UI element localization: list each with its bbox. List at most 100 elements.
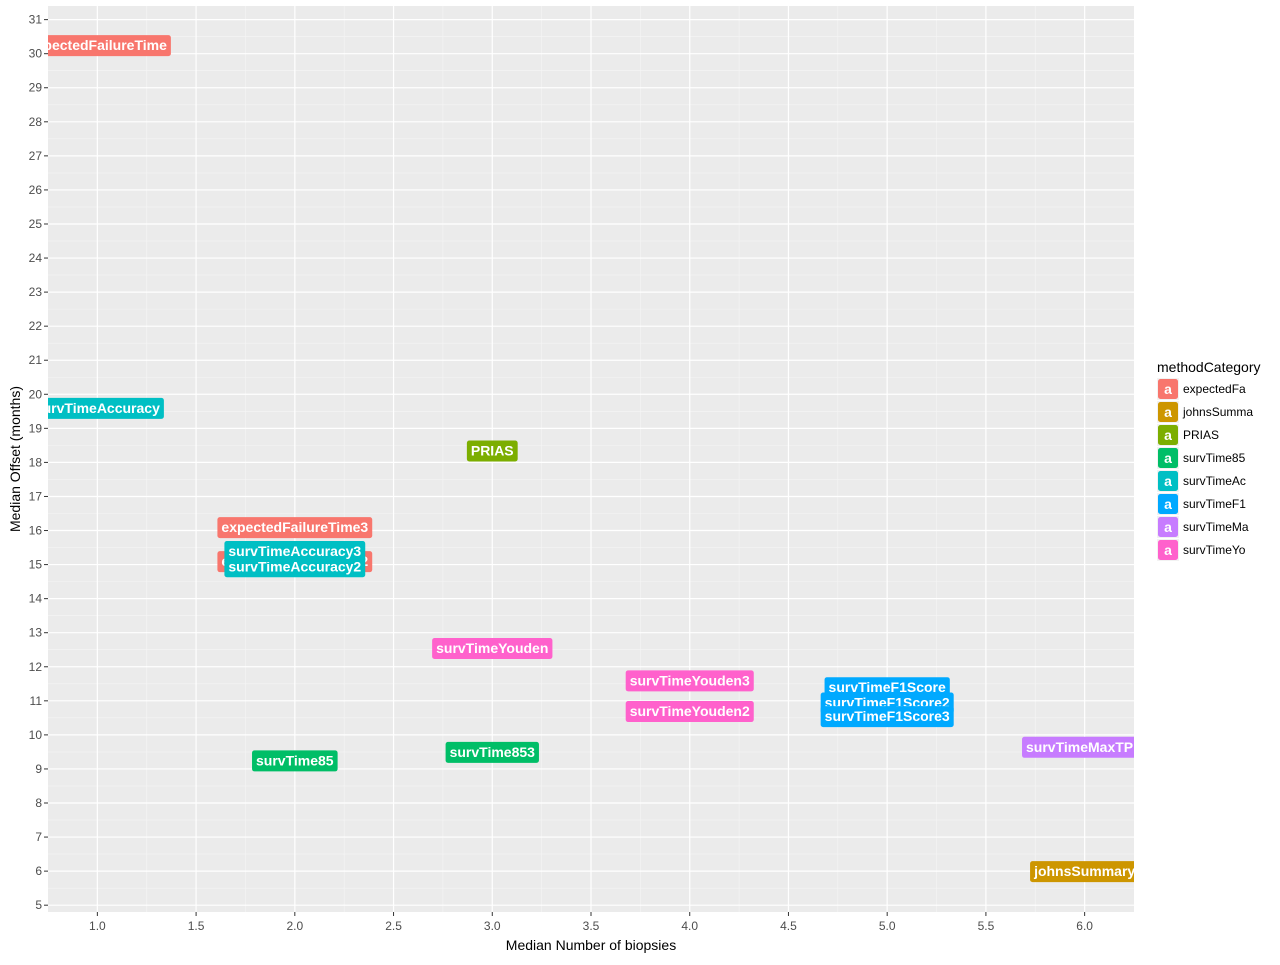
y-tick-label: 22 [29, 319, 43, 333]
y-tick-label: 18 [29, 455, 43, 469]
point-label-background [625, 670, 754, 692]
legend-key-glyph: a [1164, 427, 1172, 443]
point-label-text: survTimeYouden [436, 640, 548, 656]
legend-item: a survTimeMa [1157, 516, 1249, 538]
x-tick-label: 5.5 [978, 919, 995, 933]
y-tick-label: 16 [29, 524, 43, 538]
y-tick-label: 10 [29, 728, 43, 742]
legend-item: a PRIAS [1157, 424, 1219, 446]
x-tick-label: 4.5 [780, 919, 797, 933]
legend-item: a survTimeAc [1157, 470, 1246, 492]
point-label-background [48, 35, 171, 57]
y-tick-label: 29 [29, 81, 43, 95]
x-tick-label: 4.0 [681, 919, 698, 933]
y-tick-label: 23 [29, 285, 43, 299]
legend-key-glyph: a [1164, 519, 1172, 535]
legend-item-label: johnsSumma [1182, 405, 1253, 419]
point-label-background [445, 741, 539, 763]
point-label-box: survTimeYouden3 [625, 670, 754, 692]
y-tick-label: 14 [29, 592, 43, 606]
point-label-text: survTimeAccuracy2 [228, 558, 361, 574]
point-label-box: survTimeYouden2 [625, 701, 754, 723]
y-tick-label: 21 [29, 353, 43, 367]
legend: methodCategory a expectedFa a johnsSumma a PR… [1157, 359, 1261, 561]
legend-key-swatch [1158, 494, 1178, 514]
legend-item-label: survTimeMa [1183, 520, 1249, 534]
legend-key-swatch [1158, 540, 1178, 560]
point-label-box: PRIAS [466, 440, 518, 462]
legend-key-swatch [1158, 425, 1178, 445]
point-label-box: expectedFailureTime3 [217, 517, 373, 539]
legend-item-label: survTime85 [1183, 451, 1246, 465]
legend-key-swatch [1158, 402, 1178, 422]
y-tick-label: 15 [29, 558, 43, 572]
point-label-box: expectedFailureTime [28, 35, 171, 57]
y-tick-label: 28 [29, 115, 43, 129]
legend-item: a johnsSumma [1157, 401, 1253, 423]
y-tick-label: 17 [29, 489, 43, 503]
point-label-background [224, 540, 366, 562]
legend-item-label: survTimeF1 [1183, 497, 1246, 511]
y-tick-label: 7 [35, 830, 42, 844]
legend-item: a expectedFa [1157, 378, 1246, 400]
legend-title: methodCategory [1157, 359, 1261, 375]
point-label-box: survTimeYouden [432, 638, 553, 660]
point-label-box: survTimeF1Score3 [820, 706, 954, 728]
x-tick-label: 1.0 [89, 919, 106, 933]
y-tick-label: 19 [29, 421, 43, 435]
point-label-text: survTimeF1Score3 [825, 708, 950, 724]
y-tick-label: 30 [29, 47, 43, 61]
point-label-text: survTime85 [256, 752, 334, 768]
point-label-text: johnsSummary [1033, 863, 1135, 879]
point-label-text: expectedFailureTime [28, 37, 167, 53]
point-label-box: survTime85 [252, 750, 338, 772]
legend-item: a survTime85 [1157, 447, 1246, 469]
point-label-text: survTime853 [450, 744, 536, 760]
point-label-text: survTimeYouden3 [630, 672, 750, 688]
y-axis-title: Median Offset (months) [7, 386, 23, 532]
point-label-text: survTimeMaxTPR [1026, 739, 1143, 755]
y-tick-label: 8 [35, 796, 42, 810]
point-label-box: survTime853 [445, 741, 539, 763]
x-tick-label: 1.5 [188, 919, 205, 933]
legend-key-glyph: a [1164, 404, 1172, 420]
legend-key-glyph: a [1164, 473, 1172, 489]
y-tick-label: 25 [29, 217, 43, 231]
legend-key-swatch [1158, 448, 1178, 468]
legend-item: a survTimeF1 [1157, 493, 1246, 515]
legend-key-swatch [1158, 379, 1178, 399]
y-tick-label: 20 [29, 387, 43, 401]
point-label-box: survTimeMaxTPR [1022, 736, 1143, 758]
legend-item: a survTimeYo [1157, 539, 1246, 561]
y-tick-label: 13 [29, 626, 43, 640]
x-axis-title: Median Number of biopsies [506, 937, 676, 953]
point-label-background [820, 706, 954, 728]
point-label-background [252, 750, 338, 772]
legend-item-label: survTimeAc [1183, 474, 1246, 488]
x-tick-label: 6.0 [1076, 919, 1093, 933]
point-label-box: johnsSummary [1030, 861, 1135, 883]
legend-key-glyph: a [1164, 542, 1172, 558]
y-tick-label: 12 [29, 660, 43, 674]
point-label-background [217, 517, 373, 539]
legend-key-glyph: a [1164, 450, 1172, 466]
legend-item-label: PRIAS [1183, 428, 1219, 442]
y-tick-label: 5 [35, 898, 42, 912]
legend-key-glyph: a [1164, 381, 1172, 397]
point-label-background [48, 397, 164, 419]
y-tick-label: 11 [30, 694, 43, 708]
y-axis: 5 6 7 8 9 10 11 12 13 14 15 16 17 18 19 20 21 22 23 24 25 26 2… [29, 13, 48, 912]
y-tick-label: 9 [35, 762, 42, 776]
data-points: expectedFailureTimeexpectedFailureTime2e… [28, 35, 1143, 883]
legend-key-swatch [1158, 471, 1178, 491]
point-label-box: survTimeAccuracy [48, 397, 164, 419]
legend-key-glyph: a [1164, 496, 1172, 512]
point-label-background [466, 440, 518, 462]
y-tick-label: 31 [29, 13, 43, 27]
x-tick-label: 2.5 [385, 919, 402, 933]
y-tick-label: 6 [35, 864, 42, 878]
point-label-text: survTimeYouden2 [630, 703, 750, 719]
point-label-background [625, 701, 754, 723]
